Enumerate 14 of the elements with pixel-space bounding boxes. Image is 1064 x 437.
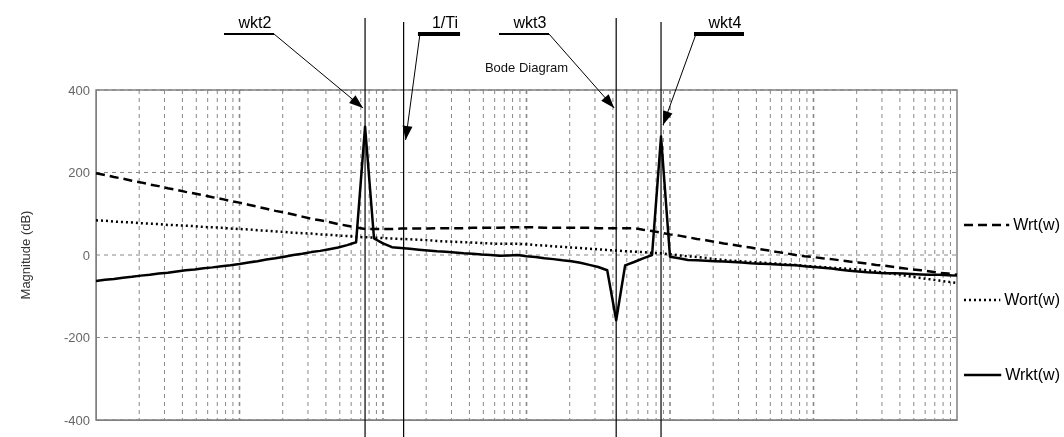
- text: wkt4: [707, 14, 742, 31]
- text: wkt3: [512, 14, 547, 31]
- y-tick-label: 200: [68, 165, 90, 181]
- y-tick-label: 0: [82, 247, 90, 263]
- legend-label: Wrt(w): [1013, 216, 1060, 233]
- chart-title: Bode Diagram: [484, 60, 569, 75]
- y-tick-label: -200: [63, 330, 90, 346]
- y-axis-title: Magnitude (dB): [18, 210, 33, 300]
- legend-label: Wort(w): [1004, 291, 1060, 308]
- y-tick-label: -400: [63, 412, 90, 428]
- legend-label: Wrkt(w): [1005, 366, 1060, 383]
- text: wkt2: [237, 14, 272, 31]
- y-tick-label: 400: [68, 82, 90, 98]
- text: 1/Ti: [431, 14, 459, 31]
